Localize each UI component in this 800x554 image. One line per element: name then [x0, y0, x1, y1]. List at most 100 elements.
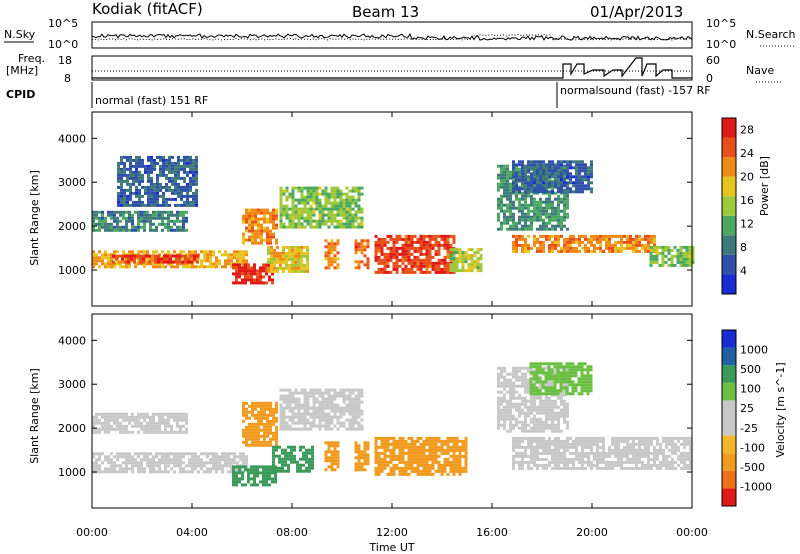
heatmap-cell	[357, 210, 361, 214]
heatmap-cell	[608, 240, 611, 244]
heatmap-cell	[664, 248, 668, 252]
heatmap-cell	[500, 206, 503, 210]
heatmap-cell	[200, 464, 203, 468]
heatmap-cell	[164, 470, 167, 474]
heatmap-cell	[134, 424, 137, 428]
heatmap-cell	[119, 421, 122, 425]
heatmap-cell	[125, 430, 128, 434]
heatmap-cell	[345, 207, 349, 211]
heatmap-cell	[398, 246, 402, 250]
heatmap-cell	[142, 260, 145, 264]
heatmap-cell	[146, 210, 149, 214]
heatmap-cell	[542, 218, 545, 222]
heatmap-cell	[509, 378, 512, 382]
heatmap-cell	[422, 234, 426, 238]
heatmap-cell	[167, 458, 170, 462]
heatmap-cell	[398, 472, 402, 476]
heatmap-cell	[357, 216, 361, 220]
heatmap-cell	[291, 192, 295, 196]
heatmap-cell	[251, 410, 254, 414]
heatmap-cell	[300, 251, 303, 255]
heatmap-cell	[262, 471, 265, 475]
heatmap-cell	[132, 203, 135, 207]
heatmap-cell	[121, 257, 124, 261]
heatmap-cell	[512, 384, 515, 388]
heatmap-cell	[161, 219, 164, 223]
heatmap-cell	[536, 405, 539, 409]
heatmap-cell	[434, 436, 438, 440]
heatmap-cell	[185, 421, 188, 425]
heatmap-cell	[146, 424, 149, 428]
heatmap-cell	[557, 169, 560, 173]
heatmap-cell	[500, 221, 503, 225]
heatmap-cell	[333, 186, 337, 190]
heatmap-cell	[539, 436, 542, 440]
heatmap-cell	[389, 457, 393, 461]
heatmap-cell	[152, 412, 155, 416]
heatmap-cell	[545, 209, 548, 213]
heatmap-cell	[327, 245, 331, 249]
heatmap-cell	[354, 400, 358, 404]
heatmap-cell	[143, 415, 146, 419]
heatmap-cell	[685, 254, 689, 258]
heatmap-cell	[527, 184, 530, 188]
heatmap-cell	[336, 465, 340, 469]
heatmap-cell	[557, 417, 560, 421]
heatmap-cell	[533, 423, 536, 427]
heatmap-cell	[123, 155, 126, 159]
heatmap-cell	[137, 228, 140, 232]
heatmap-cell	[470, 248, 474, 252]
heatmap-cell	[357, 195, 361, 199]
heatmap-cell	[653, 237, 656, 241]
heatmap-cell	[318, 198, 322, 202]
heatmap-cell	[354, 462, 358, 466]
heatmap-cell	[294, 263, 297, 267]
heatmap-cell	[282, 397, 286, 401]
heatmap-cell	[327, 424, 331, 428]
heatmap-cell	[116, 421, 119, 425]
heatmap-cell	[270, 257, 273, 261]
heatmap-cell	[655, 260, 659, 264]
heatmap-cell	[440, 243, 444, 247]
heatmap-cell	[110, 427, 113, 431]
heatmap-cell	[449, 460, 453, 464]
heatmap-cell	[156, 197, 159, 201]
heatmap-cell	[300, 216, 304, 220]
heatmap-cell	[401, 261, 405, 265]
heatmap-cell	[288, 245, 291, 249]
heatmap-cell	[127, 254, 130, 258]
heatmap-cell	[509, 185, 512, 189]
heatmap-cell	[168, 179, 171, 183]
heatmap-cell	[174, 170, 177, 174]
heatmap-cell	[98, 470, 101, 474]
heatmap-cell	[176, 455, 179, 459]
heatmap-cell	[161, 265, 164, 269]
heatmap-cell	[285, 403, 289, 407]
heatmap-cell	[131, 250, 134, 254]
heatmap-cell	[581, 448, 584, 452]
heatmap-cell	[527, 381, 530, 385]
heatmap-cell	[270, 269, 273, 273]
heatmap-cell	[279, 409, 283, 413]
heatmap-cell	[248, 220, 251, 224]
heatmap-cell	[530, 181, 533, 185]
heatmap-cell	[123, 200, 126, 204]
heatmap-cell	[458, 251, 462, 255]
heatmap-cell	[593, 237, 596, 241]
heatmap-cell	[557, 466, 560, 470]
heatmap-cell	[428, 234, 432, 238]
heatmap-cell	[422, 264, 426, 268]
heatmap-cell	[192, 197, 195, 201]
heatmap-cell	[236, 259, 239, 263]
heatmap-cell	[141, 176, 144, 180]
heatmap-cell	[272, 431, 275, 435]
heatmap-cell	[150, 182, 153, 186]
heatmap-cell	[330, 418, 334, 422]
heatmap-cell	[670, 248, 674, 252]
heatmap-cell	[446, 243, 450, 247]
heatmap-cell	[599, 249, 602, 253]
heatmap-cell	[291, 254, 294, 258]
heatmap-cell	[518, 178, 521, 182]
heatmap-cell	[269, 413, 272, 417]
heatmap-cell	[407, 466, 411, 470]
